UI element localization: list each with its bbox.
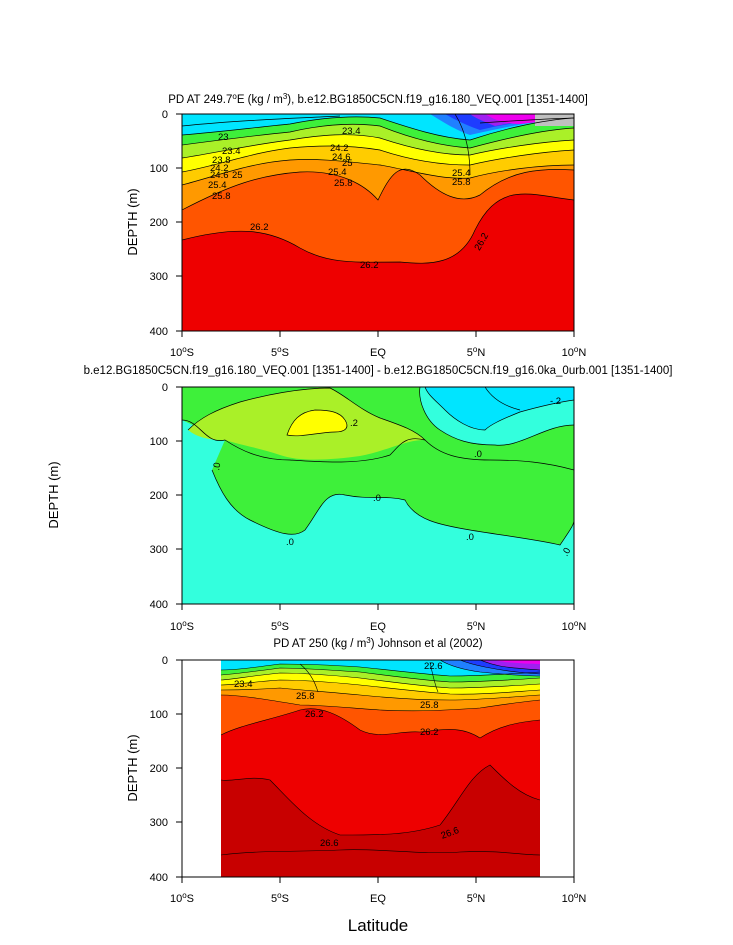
contour-label: 25.8: [212, 191, 231, 202]
panel-model-density: PD AT 249.7oE (kg / m3), b.e12.BG1850C5C…: [125, 92, 588, 359]
region-positive-lower: [182, 420, 574, 545]
contour-label: 25.4: [452, 168, 471, 179]
x-axis-label: Latitude: [348, 916, 409, 935]
contour-label: 26.6: [320, 838, 339, 849]
panel-3-y-axis-label: DEPTH (m): [125, 734, 140, 801]
x-tick-label: 10oS: [170, 345, 194, 359]
x-tick-label: 10oS: [170, 891, 194, 905]
x-tick-label: 10oN: [562, 619, 587, 633]
x-tick-label: 5oN: [467, 619, 486, 633]
contour-label: 25.8: [296, 691, 315, 702]
contour-label: 26.2: [305, 709, 324, 720]
y-tick-label: 300: [150, 544, 168, 556]
contour-label: 25.4: [328, 167, 347, 178]
panel-1-title: PD AT 249.7oE (kg / m3), b.e12.BG1850C5C…: [168, 92, 588, 106]
x-tick-label: 10oN: [562, 891, 587, 905]
contour-label: 25: [232, 170, 243, 181]
contour-label: 26.2: [360, 260, 379, 271]
contour-label: 25.8: [420, 700, 439, 711]
contour-label: 22.6: [424, 661, 443, 672]
y-tick-label: 0: [162, 655, 168, 667]
y-tick-label: 400: [150, 326, 168, 338]
contour-label: .2: [350, 418, 358, 429]
contour-label: .0: [474, 449, 482, 460]
panel-difference: b.e12.BG1850C5CN.f19_g16.180_VEQ.001 [13…: [46, 365, 672, 633]
panel-1-x-ticks: 10oS 5oS EQ 5oN 10oN: [170, 345, 586, 359]
x-tick-label: 10oS: [170, 619, 194, 633]
y-tick-label: 400: [150, 599, 168, 611]
panel-3-y-ticks: 0 100 200 300 400: [150, 655, 168, 884]
x-tick-label: EQ: [370, 347, 386, 359]
contour-label: 23.4: [342, 126, 361, 137]
band-magenta: [495, 660, 540, 664]
panel-3-field: [221, 660, 540, 877]
contour-label: 25.8: [452, 177, 471, 188]
y-tick-label: 200: [150, 217, 168, 229]
x-tick-label: 5oS: [271, 345, 289, 359]
contour-label: 23.8: [212, 155, 231, 166]
panel-2-title: b.e12.BG1850C5CN.f19_g16.180_VEQ.001 [13…: [84, 365, 673, 377]
panel-2-y-axis-label: DEPTH (m): [46, 461, 61, 528]
contour-label: .0: [466, 532, 474, 543]
contour-label: 23.4: [222, 146, 241, 157]
panel-2-contour-labels: .2 -.2 .0 .0 .0 .0 .0 .0: [211, 396, 573, 558]
panel-1-contour-labels: 23 23.4 23.8 24.2 24.6 25 25.4 25.8 26.2…: [208, 126, 491, 271]
y-tick-label: 100: [150, 709, 168, 721]
x-tick-label: 5oN: [467, 345, 486, 359]
panel-2-tick-marks: [176, 386, 575, 610]
panel-3-tick-marks: [176, 659, 575, 883]
contour-label: -.2: [550, 396, 561, 407]
x-tick-label: EQ: [370, 893, 386, 905]
y-tick-label: 100: [150, 163, 168, 175]
contour-label: 23.4: [234, 679, 253, 690]
contour-label: .0: [286, 537, 294, 548]
panel-2-contour-lines: [182, 387, 574, 546]
y-tick-label: 300: [150, 271, 168, 283]
contour-label: 24.6: [210, 170, 229, 181]
y-tick-label: 200: [150, 763, 168, 775]
contour-label: 23: [218, 132, 229, 143]
panel-2-x-ticks: 10oS 5oS EQ 5oN 10oN: [170, 619, 586, 633]
y-tick-label: 400: [150, 872, 168, 884]
panel-2-y-ticks: 0 100 200 300 400: [150, 382, 168, 611]
panel-3-title: PD AT 250 (kg / m3) Johnson et al (2002): [273, 636, 482, 650]
panel-1-contour-lines: [182, 114, 574, 264]
region-negative-large: [425, 387, 574, 430]
panel-1-field: [182, 114, 574, 331]
panel-observed-density: PD AT 250 (kg / m3) Johnson et al (2002): [125, 636, 586, 905]
panel-3-contour-lines: [221, 660, 540, 856]
y-tick-label: 0: [162, 109, 168, 121]
y-tick-label: 200: [150, 490, 168, 502]
x-tick-label: 10oN: [562, 345, 587, 359]
y-tick-label: 300: [150, 817, 168, 829]
panel-1-y-ticks: 0 100 200 300 400: [150, 109, 168, 338]
contour-label: 24.2: [330, 143, 349, 154]
panel-2-field: [182, 387, 574, 604]
contour-label: .0: [211, 462, 223, 472]
contour-label: 24.2: [210, 163, 229, 174]
y-tick-label: 0: [162, 382, 168, 394]
region-positive-high: [287, 410, 347, 436]
contour-label: 26.2: [420, 727, 439, 738]
panel-3-x-ticks: 10oS 5oS EQ 5oN 10oN: [170, 891, 586, 905]
y-tick-label: 100: [150, 436, 168, 448]
x-tick-label: 5oN: [467, 891, 486, 905]
panel-1-tick-marks: [176, 113, 575, 337]
contour-label: 25.4: [208, 180, 227, 191]
contour-label: .0: [373, 493, 381, 504]
panel-1-y-axis-label: DEPTH (m): [125, 188, 140, 255]
x-tick-label: EQ: [370, 621, 386, 633]
contour-label: 26.2: [250, 222, 269, 233]
x-tick-label: 5oS: [271, 891, 289, 905]
x-tick-label: 5oS: [271, 619, 289, 633]
contour-label: 24.6: [332, 152, 351, 163]
contour-label: 25.8: [334, 178, 353, 189]
contour-label: 25: [342, 158, 353, 169]
